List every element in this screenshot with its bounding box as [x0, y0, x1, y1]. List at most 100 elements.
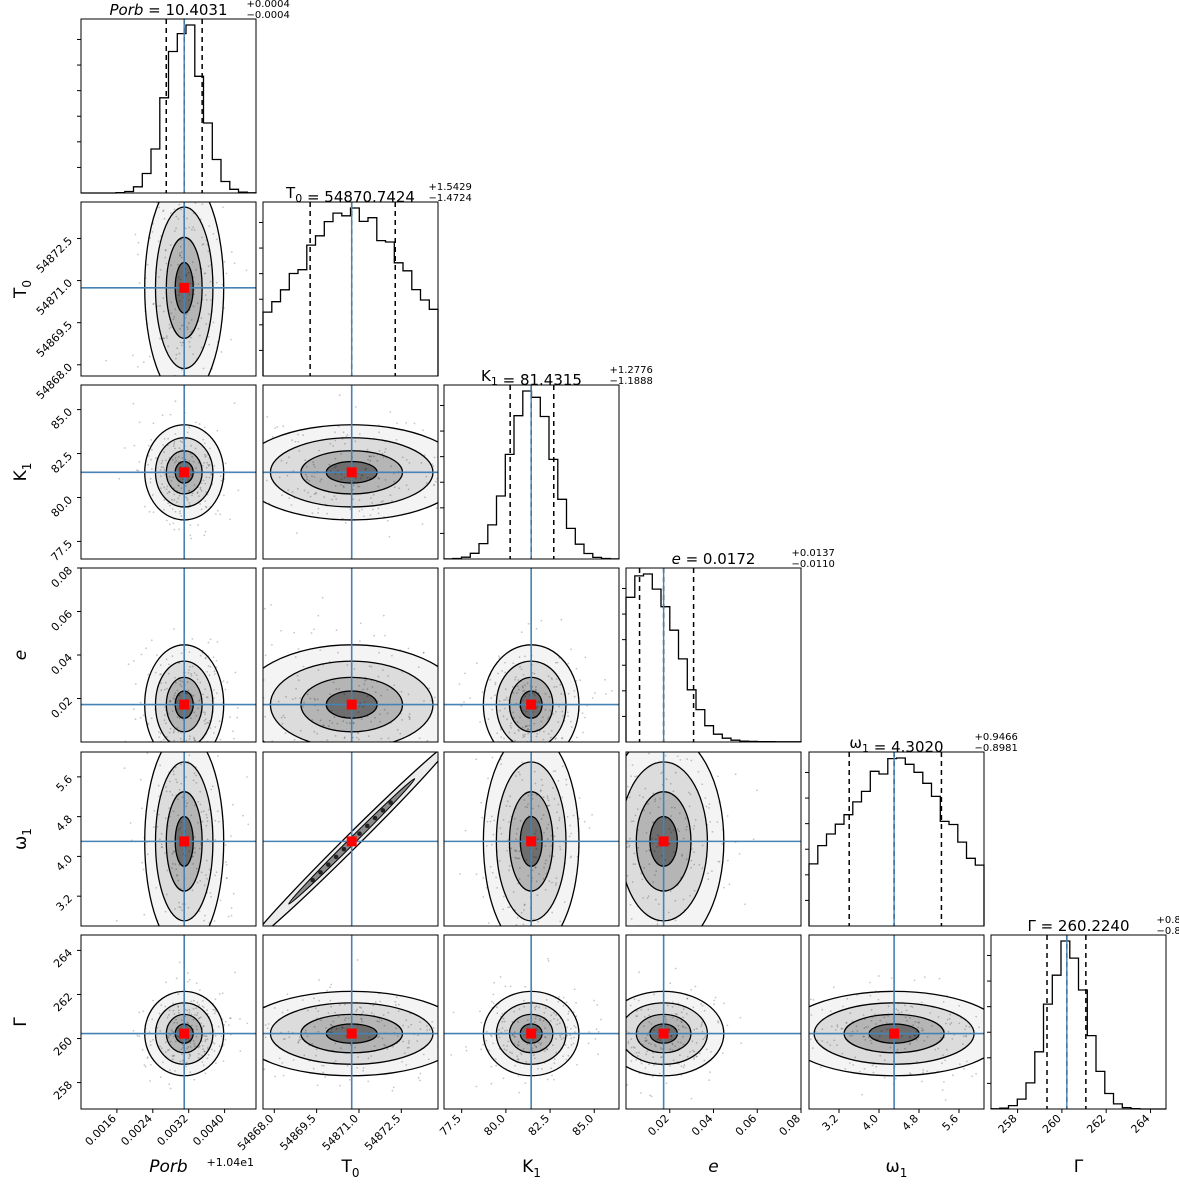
offset-Porb: +1.04e1 — [207, 1156, 254, 1169]
xtick-T0: 54871.0 — [320, 1112, 361, 1153]
title-Porb: Porb = 10.4031 — [109, 1, 227, 19]
panel-frames-layer — [77, 18, 1167, 1113]
panel-K1-Gamma — [443, 934, 620, 1110]
truth-marker-Porb-w1 — [179, 836, 190, 847]
ytick-e: 0.02 — [49, 694, 76, 721]
truth-marker-T0-e — [346, 699, 357, 710]
xtick-e: 0.02 — [645, 1112, 672, 1139]
ylabel-T0: T0 — [11, 280, 34, 299]
ytick-K1: 85.0 — [49, 406, 76, 433]
xtick-T0: 54869.5 — [277, 1112, 318, 1153]
histogram-layer — [81, 24, 1166, 1110]
truth-marker-e-Gamma — [658, 1028, 669, 1039]
xtick-e: 0.04 — [689, 1112, 716, 1139]
ytick-T0: 54868.0 — [34, 361, 75, 402]
xtick-w1: 4.8 — [900, 1112, 922, 1134]
xtick-Porb: 0.0024 — [119, 1112, 155, 1148]
xtick-K1: 85.0 — [570, 1112, 597, 1139]
ytick-Gamma: 262 — [51, 990, 75, 1014]
xtick-T0: 54868.0 — [235, 1112, 276, 1153]
title-minus-T0: −1.4724 — [429, 193, 472, 204]
title-minus-Porb: −0.0004 — [247, 10, 290, 21]
xlabel-Gamma: Γ — [1074, 1157, 1084, 1177]
ytick-K1: 77.5 — [49, 537, 76, 564]
xtick-K1: 82.5 — [526, 1112, 553, 1139]
truth-marker-K1-w1 — [526, 836, 537, 847]
scatter-K1-w1 — [459, 754, 593, 926]
truth-marker-K1-e — [526, 699, 537, 710]
xtick-w1: 5.6 — [940, 1112, 962, 1134]
density-fill-layer — [144, 202, 984, 1076]
truth-marker-w1-Gamma — [889, 1028, 900, 1039]
title-Gamma: Γ = 260.2240 — [1027, 917, 1129, 935]
xtick-K1: 80.0 — [481, 1112, 508, 1139]
panel-T0-Gamma — [262, 934, 439, 1110]
ytick-e: 0.04 — [49, 651, 76, 678]
title-plus-K1: +1.2776 — [610, 365, 653, 376]
ytick-w1: 4.8 — [54, 813, 76, 835]
ylabel-K1: K1 — [11, 463, 34, 482]
xtick-Gamma: 258 — [996, 1112, 1020, 1136]
ytick-Gamma: 264 — [51, 946, 75, 970]
truth-marker-Porb-K1 — [179, 467, 190, 478]
histogram-w1 — [808, 757, 985, 926]
xlabel-T0: T0 — [340, 1157, 359, 1180]
truth-lines-K1-e — [444, 568, 619, 742]
ytick-K1: 82.5 — [49, 449, 76, 476]
truth-lines-Porb-Gamma — [81, 935, 256, 1109]
truth-marker-T0-K1 — [346, 467, 357, 478]
ytick-e: 0.06 — [49, 607, 76, 634]
truth-marker-T0-Gamma — [346, 1028, 357, 1039]
xtick-e: 0.06 — [733, 1112, 760, 1139]
xtick-Gamma: 262 — [1084, 1112, 1108, 1136]
xtick-Porb: 0.0040 — [190, 1112, 226, 1148]
panel-hist-w1 — [808, 751, 985, 927]
panel-T0-w1 — [262, 751, 439, 927]
histogram-e — [625, 573, 802, 743]
panel-hist-Porb — [80, 18, 257, 194]
ytick-T0: 54869.5 — [34, 319, 75, 360]
xtick-w1: 4.0 — [860, 1112, 882, 1134]
truth-lines-Porb-e — [81, 568, 256, 742]
xtick-K1: 77.5 — [437, 1112, 464, 1139]
xtick-Porb: 0.0016 — [83, 1112, 119, 1148]
ytick-T0: 54871.0 — [34, 277, 75, 318]
panel-hist-K1 — [443, 384, 620, 560]
reference-lines-layer — [81, 19, 1087, 1109]
title-plus-Porb: +0.0004 — [247, 0, 290, 10]
title-T0: T0 = 54870.7424 — [285, 184, 415, 206]
panel-K1-e — [443, 567, 620, 743]
title-minus-e: −0.0110 — [792, 559, 835, 570]
ytick-Gamma: 260 — [51, 1034, 75, 1058]
ylabel-e: e — [11, 650, 31, 660]
histogram-Porb — [81, 24, 257, 194]
histogram-T0 — [262, 207, 439, 376]
title-minus-K1: −1.1888 — [610, 376, 653, 387]
xlabel-K1: K1 — [522, 1157, 541, 1180]
title-plus-Gamma: +0.8584 — [1157, 915, 1179, 926]
title-plus-T0: +1.5429 — [429, 182, 472, 193]
panel-e-w1 — [625, 751, 802, 927]
ytick-K1: 80.0 — [49, 493, 76, 520]
title-e: e = 0.0172 — [672, 550, 756, 568]
truth-lines-e-Gamma — [626, 935, 801, 1109]
panel-Porb-Gamma — [80, 934, 257, 1110]
truth-marker-e-w1 — [658, 836, 669, 847]
panel-Porb-w1 — [80, 751, 257, 927]
xtick-T0: 54872.5 — [362, 1112, 403, 1153]
xtick-Gamma: 260 — [1040, 1112, 1064, 1136]
panel-T0-K1 — [262, 384, 439, 560]
xtick-w1: 3.2 — [820, 1112, 842, 1134]
panel-Porb-K1 — [80, 384, 257, 560]
title-plus-e: +0.0137 — [792, 548, 835, 559]
xtick-e: 0.08 — [777, 1112, 804, 1139]
title-w1: ω1 = 4.3020 — [849, 734, 943, 756]
ytick-e: 0.08 — [49, 564, 76, 591]
xlabel-w1: ω1 — [886, 1157, 908, 1180]
title-plus-w1: +0.9466 — [975, 732, 1018, 743]
truth-marker-Porb-T0 — [179, 282, 190, 293]
ytick-Gamma: 258 — [51, 1078, 75, 1102]
panel-w1-Gamma — [808, 934, 985, 1110]
panel-hist-e — [625, 567, 802, 743]
